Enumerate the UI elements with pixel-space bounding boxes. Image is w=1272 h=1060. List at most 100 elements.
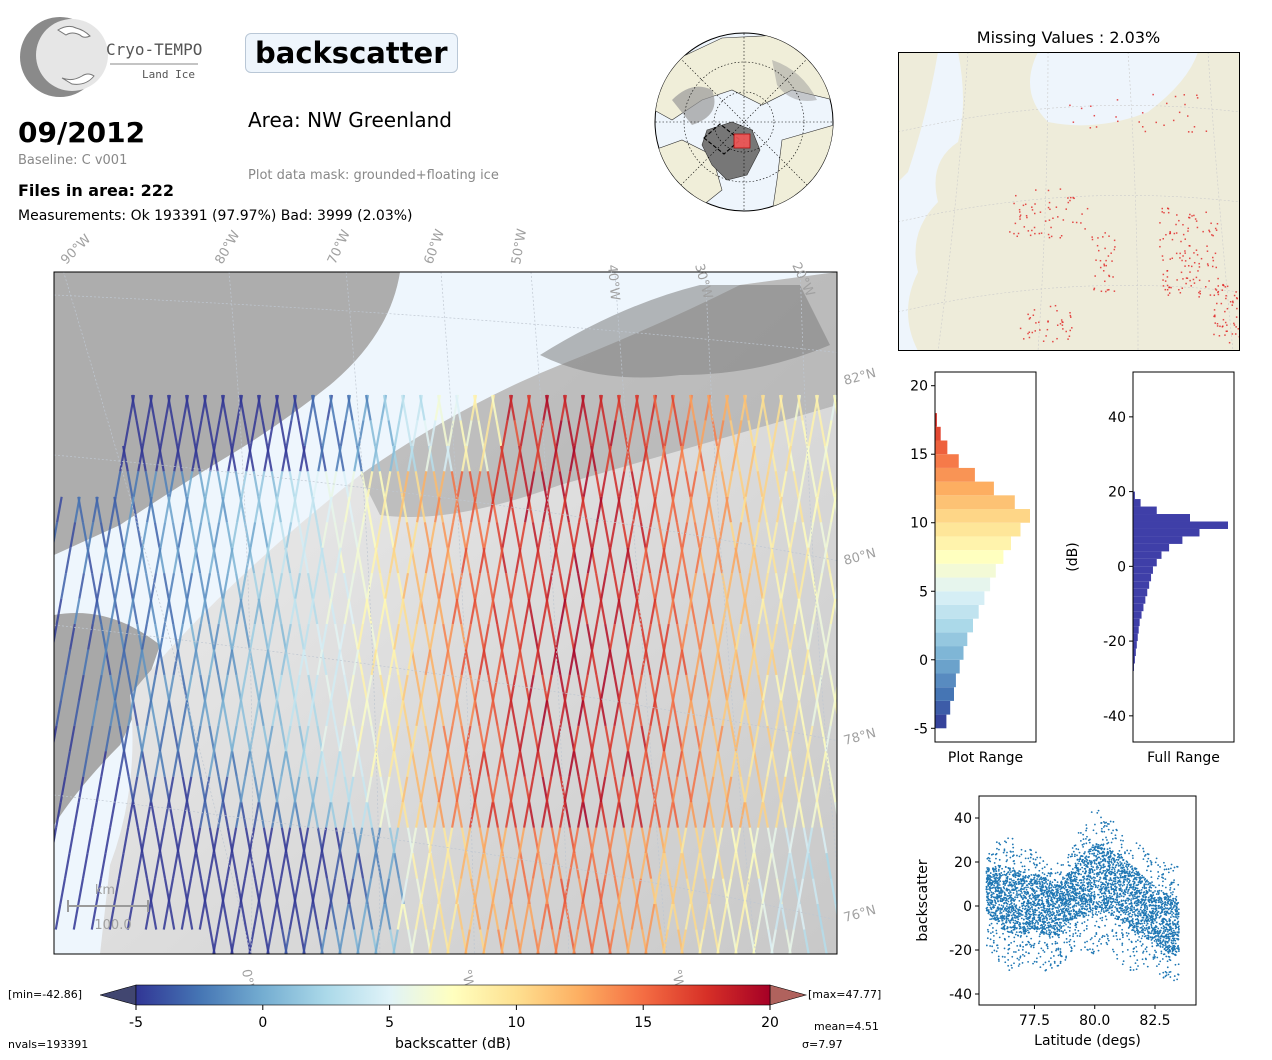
track-segment [460, 547, 468, 574]
track-segment [648, 572, 656, 599]
track-segment [594, 572, 602, 599]
scatter-point [1095, 920, 1098, 923]
track-segment [509, 878, 517, 905]
track-segment [180, 471, 188, 498]
track-segment [747, 420, 755, 447]
missing-point [1159, 245, 1161, 248]
track-segment [293, 700, 301, 727]
track-segment [450, 471, 458, 498]
track-segment [793, 674, 801, 701]
track-segment [54, 903, 62, 930]
track-segment [867, 879, 872, 904]
track-segment [298, 623, 305, 650]
track-segment [393, 522, 401, 548]
scatter-point [1012, 928, 1015, 931]
track-segment [168, 471, 176, 498]
track-segment [73, 598, 81, 625]
track-segment [212, 649, 220, 676]
scatter-point [1048, 960, 1050, 963]
scatter-point [1097, 925, 1100, 928]
scatter-point [1079, 932, 1082, 935]
track-segment [198, 471, 206, 498]
track-segment [568, 725, 576, 752]
scatter-point [991, 951, 994, 954]
missing-point [1204, 286, 1207, 288]
track-segment [357, 420, 365, 447]
scatter-point [1046, 912, 1049, 914]
scatter-point [1007, 935, 1010, 938]
track-segment [797, 700, 805, 727]
track-segment [68, 725, 76, 752]
scatter-point [1049, 929, 1051, 932]
scatter-point [1040, 888, 1043, 891]
track-segment [591, 852, 599, 879]
track-segment [806, 827, 814, 854]
missing-point [1182, 233, 1185, 236]
scatter-point [999, 895, 1002, 898]
missing-point [1205, 130, 1208, 132]
track-segment [375, 852, 383, 879]
track-segment [614, 496, 621, 523]
track-segment [636, 471, 644, 498]
track-segment [456, 471, 464, 498]
scatter-point [1009, 881, 1012, 884]
track-segment [708, 572, 716, 599]
track-segment [123, 522, 131, 548]
scatter-point [1038, 880, 1040, 883]
scatter-point [1032, 946, 1035, 949]
scatter-point [990, 903, 993, 905]
track-segment [153, 522, 161, 548]
scatter-point [1067, 908, 1070, 911]
track-segment [299, 445, 306, 472]
track-segment [415, 674, 423, 701]
track-segment [531, 522, 539, 548]
track-segment [862, 751, 867, 776]
scatter-point [1016, 896, 1019, 899]
scatter-point [1065, 931, 1068, 934]
scatter-point [995, 876, 998, 879]
track-segment [703, 598, 711, 625]
track-segment [267, 852, 275, 879]
track-segment [123, 751, 130, 778]
missing-point [1027, 332, 1029, 335]
track-segment [885, 777, 890, 802]
scatter-point [1104, 859, 1107, 861]
scatter-point [1087, 874, 1090, 877]
track-segment [450, 572, 458, 599]
track-segment [145, 674, 153, 701]
lon-label: 90°W [58, 232, 94, 268]
scatter-point [1086, 907, 1089, 910]
scatter-point [1009, 891, 1012, 894]
track-segment [464, 827, 472, 854]
scatter-point [1004, 961, 1007, 964]
scatter-point [991, 883, 994, 886]
track-segment [208, 547, 216, 574]
track-segment [258, 802, 265, 828]
missing-point [1110, 252, 1112, 254]
track-segment [271, 598, 279, 625]
track-segment [195, 623, 202, 650]
track-segment [226, 547, 234, 574]
scatter-point [1093, 881, 1096, 884]
track-segment [7, 777, 12, 802]
track-segment [243, 852, 251, 879]
track-segment [563, 674, 571, 701]
track-segment [220, 394, 228, 421]
missing-point [1231, 333, 1234, 335]
track-segment [698, 649, 706, 676]
scatter-point [1100, 827, 1103, 830]
track-segment [131, 674, 139, 701]
scatter-point [992, 927, 994, 929]
scatter-point [1036, 928, 1039, 931]
scatter-point [1101, 838, 1104, 841]
track-segment [397, 802, 404, 828]
missing-point [1176, 279, 1178, 281]
scatter-point [1063, 922, 1066, 925]
track-segment [785, 445, 792, 472]
scatter-point [1079, 935, 1081, 937]
scatter-point [1030, 944, 1033, 947]
missing-point [1169, 258, 1172, 260]
track-segment [442, 623, 449, 650]
track-segment [545, 674, 553, 701]
track-segment [635, 878, 643, 905]
